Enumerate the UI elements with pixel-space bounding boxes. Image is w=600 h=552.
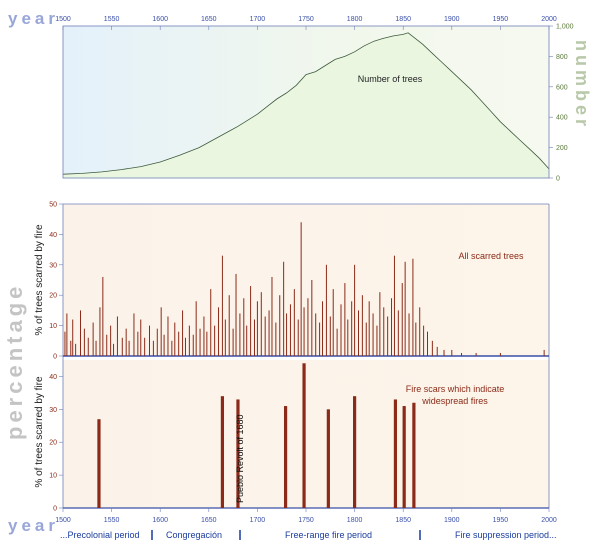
widespread-bar (393, 399, 398, 508)
top-x-tick-label: 1700 (250, 16, 266, 23)
top-x-tick-label: 1850 (395, 16, 411, 23)
trees-series-line (62, 32, 550, 175)
widespread-bar (283, 406, 288, 508)
top-x-tick-label: 2000 (541, 16, 557, 23)
scars-panel-background (63, 204, 549, 356)
trees-y-tick-label: 800 (556, 54, 568, 61)
scars-y-tick-label: 40 (49, 232, 57, 239)
trees-y-tick-label: 600 (556, 84, 568, 91)
trees-y-tick-label: 400 (556, 115, 568, 122)
period-precolonial: ...Precolonial period (60, 530, 140, 540)
widespread-annotation-line-2: widespread fires (421, 396, 488, 406)
bottom-x-tick-label: 1800 (347, 517, 363, 524)
top-x-tick-label: 1500 (55, 16, 71, 23)
top-x-tick-label: 1600 (152, 16, 168, 23)
bottom-x-axis: 1500 1550 1600 1650 1700 1750 1800 1850 1900 1950… (55, 508, 557, 524)
widespread-y-tick-label: 10 (49, 473, 57, 480)
widespread-y-axis-label: % of trees scarred by fire (34, 376, 45, 488)
scars-y-tick-label: 0 (53, 354, 57, 361)
widespread-bar (326, 409, 330, 508)
scars-annotation: All scarred trees (458, 251, 524, 261)
scars-y-axis-label: % of trees scarred by fire (34, 224, 45, 336)
year-top-word: year (8, 9, 59, 28)
bottom-x-tick-label: 1750 (298, 517, 314, 524)
widespread-y-axis: 0 10 20 30 40 (49, 374, 63, 513)
widespread-y-tick-label: 30 (49, 407, 57, 414)
top-x-tick-label: 1650 (201, 16, 217, 23)
period-congregacion: Congregación (166, 530, 222, 540)
period-fire-suppression: Fire suppression period... (455, 530, 557, 540)
top-x-tick-label: 1550 (104, 16, 120, 23)
top-x-tick-label: 1900 (444, 16, 460, 23)
trees-annotation: Number of trees (358, 74, 423, 84)
bottom-x-tick-label: 1650 (201, 517, 217, 524)
trees-y-axis: 0 200 400 600 800 1,000 (549, 24, 574, 183)
number-word: number (572, 40, 592, 130)
trees-area-fill (63, 32, 549, 178)
widespread-bar (412, 402, 416, 508)
widespread-bar (402, 406, 406, 508)
scars-y-tick-label: 10 (49, 323, 57, 330)
percentage-word: percentage (2, 283, 27, 440)
top-x-axis: 1500 1550 1600 1650 1700 1750 1800 1850 1900 1950… (55, 16, 557, 30)
scars-y-tick-label: 30 (49, 262, 57, 269)
bottom-x-tick-label: 1900 (444, 517, 460, 524)
widespread-annotation-line-1: Fire scars which indicate (406, 384, 505, 394)
bottom-x-tick-label: 1850 (395, 517, 411, 524)
bottom-x-tick-label: 2000 (541, 517, 557, 524)
bottom-x-tick-label: 1550 (104, 517, 120, 524)
widespread-bars (97, 363, 416, 508)
top-x-tick-label: 1950 (493, 16, 509, 23)
widespread-panel-background (63, 360, 549, 508)
all-scarred-bars (64, 222, 545, 356)
trees-y-tick-label: 0 (556, 176, 560, 183)
trees-y-tick-label: 200 (556, 145, 568, 152)
trees-y-tick-label: 1,000 (556, 24, 574, 31)
top-x-tick-label: 1800 (347, 16, 363, 23)
widespread-bar (97, 419, 101, 508)
widespread-bar (236, 399, 240, 508)
year-bottom-word: year (8, 516, 59, 535)
widespread-y-tick-label: 20 (49, 440, 57, 447)
bottom-x-tick-label: 1500 (55, 517, 71, 524)
scars-y-tick-label: 50 (49, 202, 57, 209)
widespread-y-tick-label: 40 (49, 374, 57, 381)
scars-y-tick-label: 20 (49, 293, 57, 300)
bottom-x-tick-label: 1600 (152, 517, 168, 524)
top-x-tick-label: 1750 (298, 16, 314, 23)
bottom-x-tick-label: 1950 (493, 517, 509, 524)
widespread-bar (302, 363, 306, 508)
widespread-bar (220, 396, 225, 508)
widespread-y-tick-label: 0 (53, 506, 57, 513)
widespread-bar (353, 396, 357, 508)
bottom-x-tick-label: 1700 (250, 517, 266, 524)
pueblo-revolt-label: Pueblo Revolt of 1680 (235, 414, 245, 503)
scars-y-axis: 0 10 20 30 40 50 (49, 202, 63, 361)
period-free-range: Free-range fire period (285, 530, 372, 540)
